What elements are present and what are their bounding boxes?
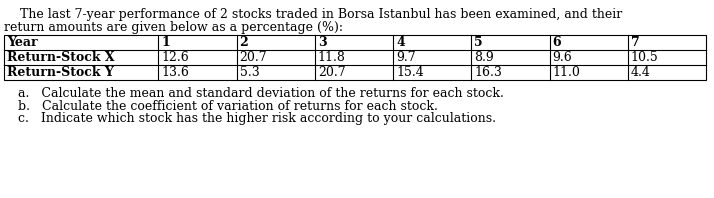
Text: 11.8: 11.8 (318, 51, 346, 64)
Text: 9.7: 9.7 (396, 51, 416, 64)
Text: 4: 4 (396, 36, 405, 49)
Text: 4.4: 4.4 (630, 66, 650, 79)
Text: 8.9: 8.9 (474, 51, 494, 64)
Text: 3: 3 (318, 36, 326, 49)
Text: 2: 2 (240, 36, 248, 49)
Bar (4, 35, 706, 80)
Text: 16.3: 16.3 (474, 66, 502, 79)
Text: 11.0: 11.0 (553, 66, 580, 79)
Text: 1: 1 (161, 36, 170, 49)
Text: 10.5: 10.5 (630, 51, 658, 64)
Text: 5: 5 (474, 36, 483, 49)
Text: 20.7: 20.7 (318, 66, 346, 79)
Text: c.   Indicate which stock has the higher risk according to your calculations.: c. Indicate which stock has the higher r… (18, 112, 496, 125)
Text: 20.7: 20.7 (240, 51, 267, 64)
Text: Return-Stock X: Return-Stock X (7, 51, 115, 64)
Text: a.   Calculate the mean and standard deviation of the returns for each stock.: a. Calculate the mean and standard devia… (18, 87, 504, 100)
Text: b.   Calculate the coefficient of variation of returns for each stock.: b. Calculate the coefficient of variatio… (18, 100, 438, 112)
Text: return amounts are given below as a percentage (%):: return amounts are given below as a perc… (4, 21, 343, 34)
Text: 15.4: 15.4 (396, 66, 424, 79)
Text: 6: 6 (553, 36, 561, 49)
Text: 7: 7 (630, 36, 640, 49)
Text: 9.6: 9.6 (553, 51, 573, 64)
Text: 13.6: 13.6 (161, 66, 189, 79)
Text: The last 7-year performance of 2 stocks traded in Borsa Istanbul has been examin: The last 7-year performance of 2 stocks … (8, 8, 622, 21)
Text: Year: Year (7, 36, 38, 49)
Text: 12.6: 12.6 (161, 51, 189, 64)
Text: Return-Stock Y: Return-Stock Y (7, 66, 114, 79)
Text: 5.3: 5.3 (240, 66, 259, 79)
